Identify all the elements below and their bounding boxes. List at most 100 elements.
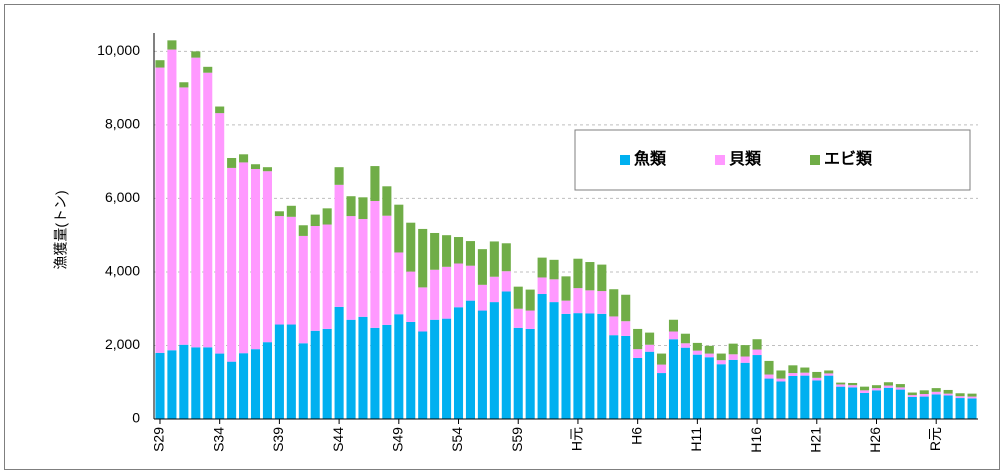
bar-segment <box>656 353 667 365</box>
bar-segment <box>609 316 619 336</box>
bar-segment <box>477 310 487 419</box>
x-tick-label: H21 <box>807 427 823 453</box>
bar-segment <box>740 362 750 419</box>
bar-segment <box>728 354 738 360</box>
bar-segment <box>286 216 296 325</box>
bar-segment <box>967 398 977 419</box>
legend-swatch <box>715 155 725 165</box>
legend-label: 貝類 <box>729 150 762 168</box>
bar-segment <box>227 167 237 362</box>
bar-segment <box>919 396 929 419</box>
bar-segment <box>453 307 464 419</box>
bar-segment <box>250 169 261 350</box>
bar-segment <box>298 225 308 236</box>
bar-segment <box>203 66 213 73</box>
bar-segment <box>167 350 177 419</box>
bar-segment <box>167 49 177 351</box>
bar-segment <box>370 327 380 419</box>
x-tick-label: S34 <box>210 427 226 452</box>
bar-segment <box>537 294 547 419</box>
bar-segment <box>883 382 893 386</box>
bar-segment <box>191 51 201 58</box>
bar-segment <box>501 291 511 419</box>
legend-swatch <box>620 155 630 165</box>
bar-segment <box>967 393 977 397</box>
bar-segment <box>442 235 452 267</box>
bar-segment <box>215 353 225 419</box>
bar-segment <box>310 226 320 331</box>
bar-segment <box>573 313 583 419</box>
bar-segment <box>274 324 284 419</box>
bar-segment <box>645 351 655 419</box>
bar-segment <box>907 395 917 397</box>
bar-segment <box>298 235 308 344</box>
bar-segment <box>322 328 332 419</box>
bar-segment <box>203 347 213 419</box>
bar-segment <box>728 343 738 355</box>
bar-segment <box>442 266 452 319</box>
bar-segment <box>465 241 476 266</box>
bar-segment <box>370 201 380 328</box>
bar-segment <box>680 333 690 344</box>
bar-segment <box>453 237 464 264</box>
legend-label: エビ類 <box>824 150 873 168</box>
bar-segment <box>561 313 571 419</box>
x-tick-label: H6 <box>628 427 644 445</box>
bar-segment <box>776 381 786 419</box>
bar-segment <box>836 384 846 387</box>
bar-segment <box>704 357 714 419</box>
bar-segment <box>848 385 858 388</box>
bar-segment <box>800 372 810 376</box>
bar-segment <box>824 375 834 419</box>
bar-segment <box>955 396 965 399</box>
bar-segment <box>167 40 177 50</box>
bar-segment <box>525 289 535 311</box>
bar-segment <box>907 396 917 419</box>
bar-segment <box>334 184 344 307</box>
x-tick-label: H26 <box>867 427 883 453</box>
bar-segment <box>931 388 941 392</box>
bar-segment <box>525 328 535 419</box>
bar-segment <box>656 364 667 374</box>
y-tick-label: 4,000 <box>105 263 140 279</box>
bar-segment <box>155 60 165 68</box>
bar-segment <box>943 389 953 394</box>
bar-segment <box>716 353 726 361</box>
bar-segment <box>549 279 559 303</box>
bar-segment <box>597 291 607 314</box>
bar-segment <box>955 398 965 419</box>
bar-segment <box>179 87 189 345</box>
bar-segment <box>848 382 858 386</box>
bar-segment <box>382 324 392 419</box>
y-tick-label: 8,000 <box>105 116 140 132</box>
bar-segment <box>609 335 619 419</box>
bar-segment <box>561 300 571 314</box>
x-tick-label: S39 <box>270 427 286 452</box>
bar-segment <box>489 302 499 419</box>
bar-segment <box>465 300 476 419</box>
bar-segment <box>513 327 523 419</box>
bar-segment <box>931 391 941 395</box>
bar-segment <box>227 361 237 419</box>
bar-segment <box>430 232 440 270</box>
bar-segment <box>656 373 667 419</box>
bar-segment <box>836 382 846 385</box>
bar-segment <box>442 318 452 419</box>
bar-segment <box>346 216 356 320</box>
bar-segment <box>322 208 332 225</box>
bar-segment <box>943 393 953 396</box>
bar-segment <box>967 396 977 399</box>
bar-segment <box>477 284 487 311</box>
bar-segment <box>250 349 261 419</box>
bar-segment <box>453 263 464 308</box>
bar-segment <box>513 286 523 309</box>
bar-segment <box>382 186 392 216</box>
legend-box <box>574 129 971 191</box>
bar-segment <box>430 269 440 320</box>
bar-segment <box>358 219 368 317</box>
bar-segment <box>871 388 882 391</box>
y-tick-label: 10,000 <box>97 42 140 58</box>
bar-segment <box>871 385 882 389</box>
bar-segment <box>382 215 392 325</box>
bar-segment <box>943 395 953 419</box>
